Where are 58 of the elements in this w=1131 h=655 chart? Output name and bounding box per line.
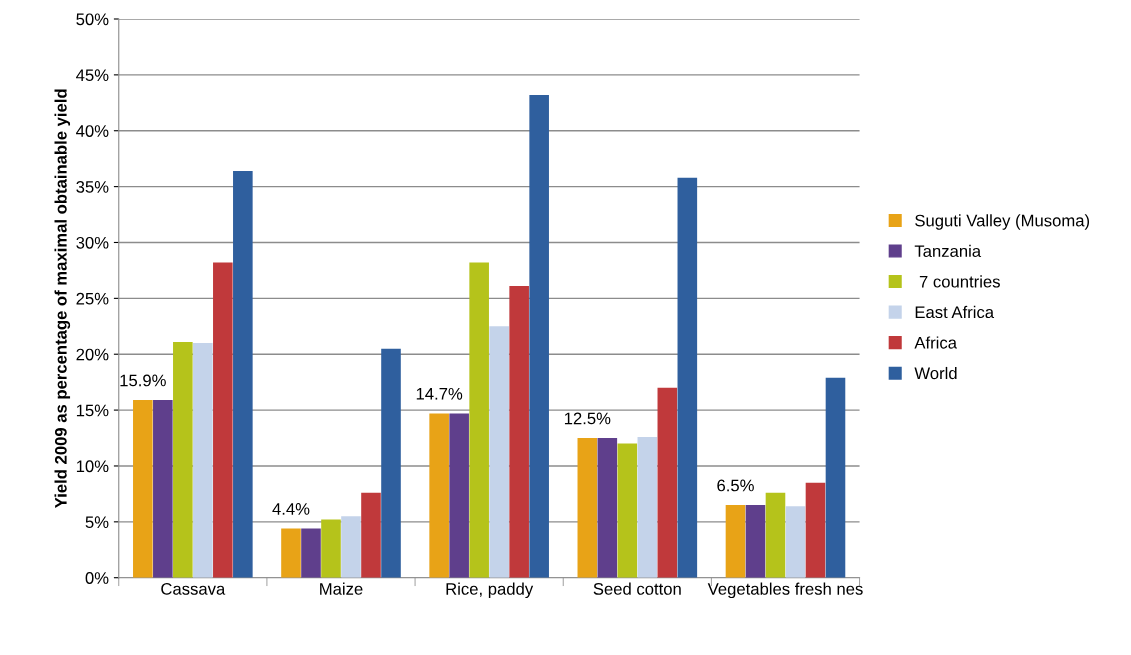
bar (381, 348, 401, 578)
legend-label: Tanzania (914, 244, 982, 258)
bar (785, 506, 806, 578)
data-label: 4.4% (272, 503, 310, 515)
legend-label: 7 countries (919, 275, 1000, 288)
y-tick-label: 20% (76, 348, 109, 361)
x-tick-label: Rice, paddy (446, 582, 534, 599)
y-tick-label: 5% (85, 516, 109, 529)
data-label: 15.9% (120, 374, 166, 387)
data-label: 14.7% (416, 387, 463, 400)
x-tick-label: Cassava (161, 583, 226, 595)
legend-label: East Africa (915, 305, 995, 319)
data-label: 12.5% (564, 412, 611, 425)
bar (597, 438, 618, 578)
bar (193, 343, 213, 578)
bar (825, 377, 846, 578)
bar (213, 262, 233, 578)
bar (429, 413, 449, 578)
bar (765, 492, 786, 578)
bar (577, 438, 598, 578)
bar (657, 387, 678, 578)
bar (677, 177, 698, 578)
legend-label: Suguti Valley (Musoma) (915, 214, 1090, 230)
legend-label: Africa (914, 336, 957, 349)
y-tick-label: 15% (76, 404, 109, 417)
x-tick-label: Maize (320, 582, 363, 595)
bar (133, 400, 153, 578)
bar (301, 528, 321, 578)
bar (173, 341, 193, 578)
y-tick-label: 10% (76, 460, 109, 473)
bar (341, 516, 361, 578)
y-tick-label: 40% (76, 125, 109, 137)
data-label: 6.5% (717, 479, 754, 492)
bar (529, 94, 549, 578)
y-axis-title: Yield 2009 as percentage of maximal obtainable yield (54, 89, 71, 509)
y-tick-label: 25% (76, 292, 109, 305)
y-tick-label: 30% (76, 236, 109, 249)
bar (449, 413, 469, 578)
y-tick-label: 45% (76, 69, 109, 82)
x-tick-label: Vegetables fresh nes (707, 582, 863, 599)
bar (361, 492, 381, 578)
bar (489, 326, 509, 578)
bar (745, 505, 766, 578)
bar (233, 170, 253, 578)
bar (469, 262, 489, 578)
bar (725, 505, 746, 578)
bar (805, 482, 826, 578)
bar (617, 443, 638, 578)
bar (281, 528, 301, 578)
x-tick-label: Seed cotton (593, 582, 681, 595)
bar (153, 400, 173, 578)
y-tick-label: 50% (76, 13, 109, 26)
legend-label: World (914, 366, 957, 380)
y-tick-label: 0% (85, 572, 109, 584)
bar (321, 519, 341, 578)
y-tick-label: 35% (76, 181, 109, 193)
bar (509, 286, 529, 578)
bar (637, 436, 658, 578)
